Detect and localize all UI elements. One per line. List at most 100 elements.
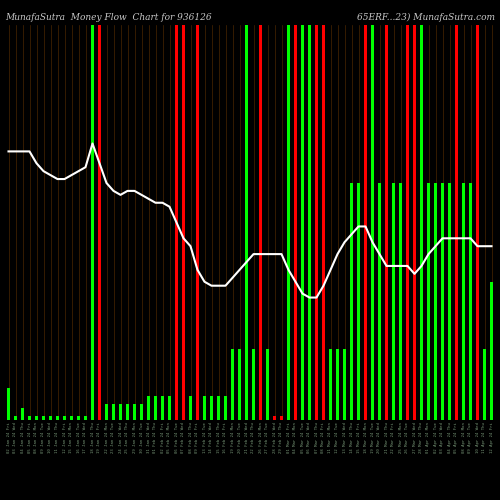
Bar: [406, 25, 409, 420]
Text: 30 Jan 24 Tue: 30 Jan 24 Tue: [140, 422, 143, 454]
Bar: [140, 404, 143, 420]
Bar: [328, 349, 332, 420]
Bar: [174, 25, 178, 420]
Text: 08 Feb 24 Thu: 08 Feb 24 Thu: [188, 422, 192, 454]
Text: 05 Jan 24 Fri: 05 Jan 24 Fri: [28, 422, 32, 454]
Text: 22 Mar 24 Fri: 22 Mar 24 Fri: [392, 422, 396, 454]
Text: 11 Jan 24 Thu: 11 Jan 24 Thu: [56, 422, 60, 454]
Bar: [132, 404, 136, 420]
Bar: [336, 349, 340, 420]
Bar: [314, 25, 318, 420]
Bar: [238, 349, 242, 420]
Text: 03 Apr 24 Wed: 03 Apr 24 Wed: [440, 422, 444, 454]
Text: 04 Mar 24 Mon: 04 Mar 24 Mon: [294, 422, 298, 454]
Bar: [350, 183, 354, 420]
Bar: [286, 25, 290, 420]
Text: 04 Apr 24 Thu: 04 Apr 24 Thu: [448, 422, 452, 454]
Text: 10 Apr 24 Wed: 10 Apr 24 Wed: [476, 422, 480, 454]
Text: 03 Jan 24 Wed: 03 Jan 24 Wed: [14, 422, 18, 454]
Bar: [370, 25, 374, 420]
Bar: [266, 349, 270, 420]
Text: 20 Feb 24 Tue: 20 Feb 24 Tue: [238, 422, 242, 454]
Text: 07 Mar 24 Thu: 07 Mar 24 Thu: [314, 422, 318, 454]
Bar: [154, 396, 158, 420]
Bar: [462, 183, 466, 420]
Bar: [56, 416, 60, 420]
Text: 08 Apr 24 Mon: 08 Apr 24 Mon: [462, 422, 466, 454]
Text: 13 Mar 24 Wed: 13 Mar 24 Wed: [342, 422, 346, 454]
Text: 18 Jan 24 Thu: 18 Jan 24 Thu: [90, 422, 94, 454]
Bar: [440, 183, 444, 420]
Text: 09 Jan 24 Tue: 09 Jan 24 Tue: [42, 422, 46, 454]
Bar: [90, 25, 94, 420]
Bar: [112, 404, 116, 420]
Bar: [230, 349, 234, 420]
Text: 17 Jan 24 Wed: 17 Jan 24 Wed: [84, 422, 87, 454]
Text: 12 Mar 24 Tue: 12 Mar 24 Tue: [336, 422, 340, 454]
Bar: [252, 349, 256, 420]
Bar: [244, 25, 248, 420]
Text: 28 Feb 24 Wed: 28 Feb 24 Wed: [272, 422, 276, 454]
Text: 05 Mar 24 Tue: 05 Mar 24 Tue: [300, 422, 304, 454]
Text: 02 Jan 24 Fri: 02 Jan 24 Fri: [6, 422, 10, 454]
Bar: [62, 416, 66, 420]
Text: 15 Mar 24 Fri: 15 Mar 24 Fri: [356, 422, 360, 454]
Text: 29 Jan 24 Mon: 29 Jan 24 Mon: [132, 422, 136, 454]
Bar: [398, 183, 402, 420]
Bar: [126, 404, 130, 420]
Text: 07 Feb 24 Wed: 07 Feb 24 Wed: [182, 422, 186, 454]
Bar: [182, 25, 186, 420]
Text: 11 Apr 24 Thu: 11 Apr 24 Thu: [482, 422, 486, 454]
Bar: [14, 416, 18, 420]
Text: 01 Feb 24 Thu: 01 Feb 24 Thu: [154, 422, 158, 454]
Text: 01 Apr 24 Mon: 01 Apr 24 Mon: [426, 422, 430, 454]
Text: 22 Jan 24 Mon: 22 Jan 24 Mon: [104, 422, 108, 454]
Bar: [294, 25, 298, 420]
Text: 65ERF...23) MunafaSutra.com: 65ERF...23) MunafaSutra.com: [357, 12, 495, 22]
Text: 08 Jan 24 Mon: 08 Jan 24 Mon: [34, 422, 38, 454]
Bar: [356, 183, 360, 420]
Text: 26 Mar 24 Tue: 26 Mar 24 Tue: [406, 422, 409, 454]
Text: 13 Feb 24 Tue: 13 Feb 24 Tue: [202, 422, 206, 454]
Bar: [28, 416, 32, 420]
Bar: [48, 416, 52, 420]
Bar: [308, 25, 312, 420]
Text: 11 Mar 24 Mon: 11 Mar 24 Mon: [328, 422, 332, 454]
Bar: [6, 388, 10, 420]
Bar: [420, 25, 424, 420]
Text: 25 Jan 24 Thu: 25 Jan 24 Thu: [126, 422, 130, 454]
Bar: [342, 349, 346, 420]
Bar: [364, 25, 368, 420]
Text: 06 Feb 24 Tue: 06 Feb 24 Tue: [174, 422, 178, 454]
Text: 21 Feb 24 Wed: 21 Feb 24 Wed: [244, 422, 248, 454]
Text: 28 Mar 24 Thu: 28 Mar 24 Thu: [420, 422, 424, 454]
Text: 22 Feb 24 Thu: 22 Feb 24 Thu: [252, 422, 256, 454]
Bar: [280, 416, 283, 420]
Bar: [224, 396, 228, 420]
Bar: [412, 25, 416, 420]
Bar: [20, 408, 24, 420]
Bar: [384, 25, 388, 420]
Text: 04 Jan 24 Thu: 04 Jan 24 Thu: [20, 422, 24, 454]
Bar: [426, 183, 430, 420]
Text: 02 Apr 24 Tue: 02 Apr 24 Tue: [434, 422, 438, 454]
Bar: [448, 183, 452, 420]
Text: 23 Jan 24 Tue: 23 Jan 24 Tue: [112, 422, 116, 454]
Text: 19 Jan 24 Fri: 19 Jan 24 Fri: [98, 422, 102, 454]
Text: 15 Feb 24 Thu: 15 Feb 24 Thu: [216, 422, 220, 454]
Text: 21 Mar 24 Thu: 21 Mar 24 Thu: [384, 422, 388, 454]
Bar: [42, 416, 46, 420]
Text: 01 Mar 24 Fri: 01 Mar 24 Fri: [286, 422, 290, 454]
Bar: [98, 25, 102, 420]
Bar: [118, 404, 122, 420]
Bar: [196, 25, 200, 420]
Bar: [392, 183, 396, 420]
Text: 15 Jan 24 Mon: 15 Jan 24 Mon: [70, 422, 73, 454]
Bar: [468, 183, 472, 420]
Text: 27 Mar 24 Wed: 27 Mar 24 Wed: [412, 422, 416, 454]
Text: 27 Feb 24 Tue: 27 Feb 24 Tue: [266, 422, 270, 454]
Bar: [104, 404, 108, 420]
Text: 31 Jan 24 Wed: 31 Jan 24 Wed: [146, 422, 150, 454]
Text: 19 Mar 24 Tue: 19 Mar 24 Tue: [370, 422, 374, 454]
Bar: [146, 396, 150, 420]
